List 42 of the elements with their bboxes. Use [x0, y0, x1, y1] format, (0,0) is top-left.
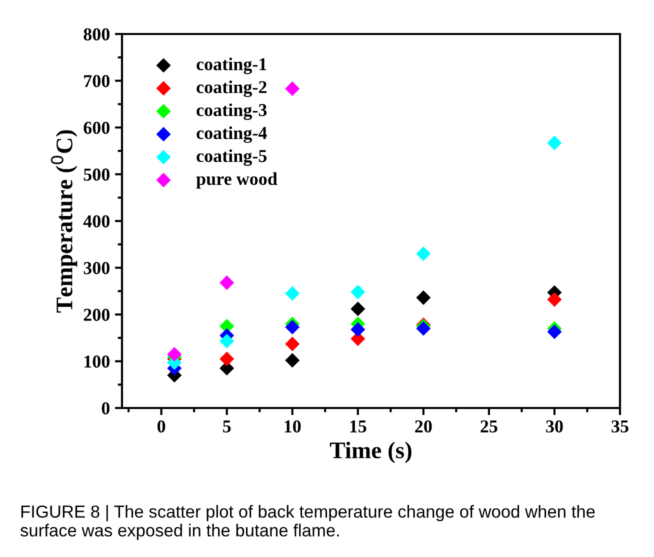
- x-axis-title: Time (s): [330, 442, 412, 464]
- caption: FIGURE 8 | The scatter plot of back temperature change of wood when the surface was exposed in the butane flame.: [20, 505, 595, 540]
- point: [285, 81, 300, 96]
- y-tick-label: 600: [84, 122, 110, 134]
- x-tick-label: 35: [612, 420, 628, 433]
- point: [350, 302, 366, 316]
- legend-label: coating-4: [196, 126, 267, 143]
- legend-label: coating-3: [196, 103, 267, 120]
- point: [547, 324, 562, 340]
- y-tick-label: 0: [102, 402, 110, 414]
- point: [547, 292, 562, 307]
- x-tick-label: 25: [480, 420, 498, 433]
- y-tick-label: 700: [84, 75, 110, 88]
- point: [416, 246, 431, 262]
- x-tick-label: 10: [284, 420, 301, 433]
- y-tick-label: 800: [84, 28, 110, 40]
- legend-label: coating-5: [196, 149, 267, 166]
- y-tick-label: 200: [84, 308, 110, 321]
- x-tick-label: 0: [157, 420, 166, 433]
- y-tick-label: 500: [84, 168, 110, 181]
- legend-label: coating-1: [196, 58, 266, 74]
- y-tick-label: 400: [83, 215, 110, 228]
- legend-label: coating-2: [196, 80, 266, 98]
- point: [547, 136, 562, 150]
- y-tick-label: 300: [84, 262, 110, 274]
- point: [285, 286, 300, 301]
- legend-label: pure wood: [196, 172, 278, 189]
- y-axis-title: Temperature ($^{0}$C): [50, 130, 78, 313]
- x-tick-label: 5: [223, 420, 231, 433]
- point: [220, 352, 234, 366]
- point: [416, 290, 431, 305]
- x-tick-label: 30: [546, 420, 563, 433]
- y-tick-label: 100: [84, 356, 110, 368]
- point: [350, 322, 366, 337]
- x-tick-label: 20: [415, 420, 432, 433]
- point: [350, 284, 366, 300]
- point: [220, 334, 234, 348]
- x-tick-label: 15: [350, 420, 366, 433]
- point: [285, 320, 300, 334]
- point: [285, 353, 300, 368]
- point: [285, 336, 300, 352]
- point: [220, 275, 234, 290]
